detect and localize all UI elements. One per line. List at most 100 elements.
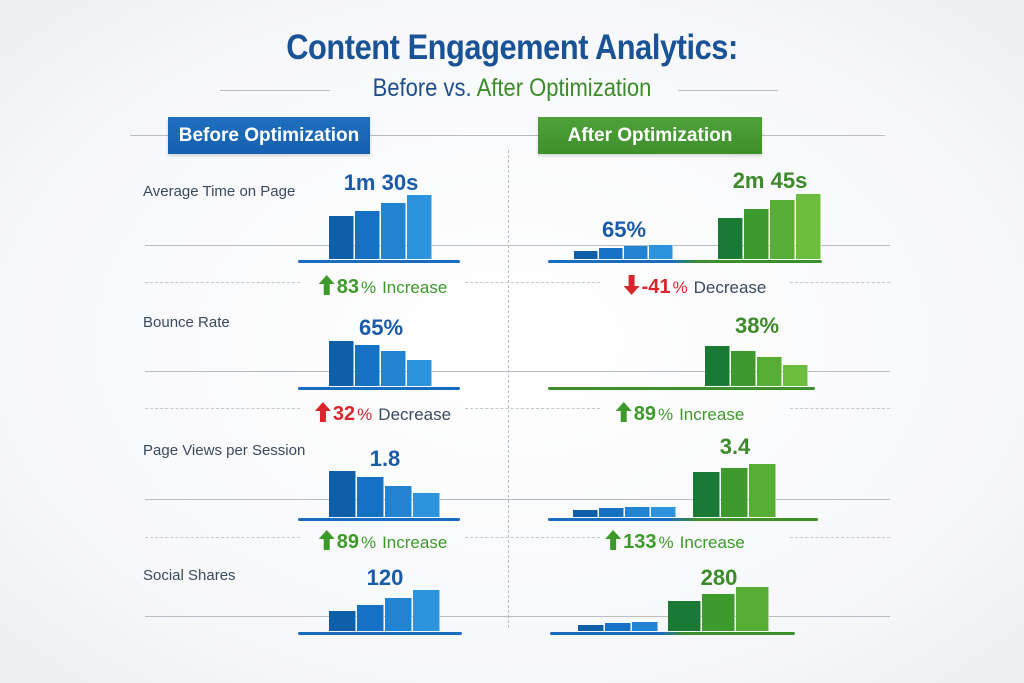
- after-baseline-bar: [624, 246, 648, 259]
- delta-text: Increase: [679, 532, 745, 552]
- dashed-divider: [145, 408, 300, 409]
- after-value-label: 2m 45s: [732, 168, 808, 193]
- after-bar: [731, 351, 756, 386]
- after-delta: -41% Decrease: [623, 275, 766, 300]
- baseline: [550, 632, 795, 635]
- metric-label: Social Shares: [143, 567, 236, 584]
- delta-value: 89: [633, 403, 656, 425]
- before-delta: 89% Increase: [318, 530, 448, 555]
- before-bar: [357, 476, 384, 517]
- before-bar: [329, 216, 354, 259]
- dashed-divider: [790, 408, 890, 409]
- before-bar: [357, 605, 384, 631]
- after-bar: [744, 208, 769, 259]
- after-bar: [749, 463, 776, 517]
- subtitle: Before vs. After Optimization: [61, 74, 962, 103]
- header-line: [130, 135, 885, 136]
- delta-value: 89: [336, 531, 359, 553]
- before-bar: [355, 210, 380, 259]
- delta-unit: %: [657, 404, 674, 424]
- before-delta: 32% Decrease: [314, 402, 452, 427]
- before-bar: [413, 590, 440, 631]
- before-bar: [385, 597, 412, 631]
- baseline: [548, 260, 822, 263]
- before-bar: [329, 611, 356, 631]
- delta-text: Increase: [679, 404, 745, 424]
- after-baseline-bar: [599, 248, 623, 259]
- before-header: Before Optimization: [168, 117, 370, 154]
- after-bar: [783, 364, 808, 386]
- after-baseline-bar: [599, 508, 624, 517]
- page-title: Content Engagement Analytics:: [286, 28, 738, 67]
- after-baseline-bar: [625, 506, 650, 517]
- delta-text: Increase: [382, 532, 448, 552]
- delta-value: 133: [623, 531, 657, 553]
- after-small-value-label: 65%: [601, 217, 647, 242]
- arrow-up-icon: [314, 402, 331, 427]
- before-value-label: 65%: [358, 315, 404, 340]
- dashed-divider: [790, 537, 890, 538]
- delta-value: 32: [332, 403, 356, 425]
- before-value-label: 1m 30s: [343, 170, 419, 195]
- baseline: [298, 387, 460, 390]
- metric-label: Average Time on Page: [143, 183, 296, 200]
- after-bar: [693, 472, 720, 517]
- before-value-label: 120: [366, 565, 404, 590]
- dashed-divider: [145, 282, 300, 283]
- after-baseline-bar: [632, 622, 658, 631]
- before-bar: [413, 493, 440, 517]
- baseline: [298, 632, 462, 635]
- metric-label: Bounce Rate: [143, 314, 230, 331]
- delta-value: -41: [641, 276, 671, 298]
- dashed-divider: [145, 537, 300, 538]
- subtitle-vs: vs.: [443, 74, 472, 102]
- delta-unit: %: [357, 404, 373, 424]
- arrow-up-icon: [605, 530, 622, 555]
- after-baseline-bar: [651, 506, 676, 517]
- after-delta: 89% Increase: [615, 402, 745, 427]
- delta-unit: %: [672, 277, 688, 297]
- before-bar: [381, 351, 406, 386]
- dashed-divider: [465, 537, 600, 538]
- divider: [678, 90, 778, 91]
- before-bar: [381, 203, 406, 259]
- arrow-up-icon: [318, 275, 335, 300]
- delta-unit: %: [360, 532, 377, 552]
- after-baseline-bar: [649, 244, 673, 259]
- after-bar: [668, 601, 701, 631]
- dashed-divider: [790, 282, 890, 283]
- before-bar: [329, 470, 356, 517]
- before-bar: [355, 345, 380, 386]
- baseline: [548, 518, 818, 521]
- after-baseline-bar: [578, 624, 604, 631]
- before-value-label: 1.8: [369, 446, 401, 471]
- baseline: [548, 387, 815, 390]
- after-baseline-bar: [574, 250, 598, 259]
- arrow-up-icon: [615, 402, 632, 427]
- gridline: [145, 616, 890, 617]
- after-bar: [702, 594, 735, 631]
- dashed-divider: [465, 408, 600, 409]
- after-bar: [721, 468, 748, 517]
- delta-text: Decrease: [378, 404, 452, 424]
- dashed-divider: [465, 282, 600, 283]
- gridline: [145, 499, 890, 500]
- after-bar: [736, 586, 769, 631]
- after-value-label: 38%: [734, 313, 780, 338]
- before-bar: [385, 485, 412, 517]
- after-delta: 133% Increase: [605, 530, 745, 555]
- gridline: [145, 245, 890, 246]
- after-value-label: 280: [700, 565, 738, 590]
- delta-unit: %: [658, 532, 674, 552]
- after-bar: [757, 356, 782, 386]
- before-delta: 83% Increase: [318, 275, 447, 300]
- before-bar: [329, 341, 354, 386]
- subtitle-after: After Optimization: [476, 74, 652, 102]
- after-header: After Optimization: [538, 117, 762, 154]
- gridline: [145, 371, 890, 372]
- column-divider: [508, 150, 509, 628]
- after-bar: [796, 193, 821, 259]
- subtitle-before: Before: [372, 74, 438, 102]
- before-bar: [407, 360, 432, 386]
- after-baseline-bar: [605, 622, 631, 631]
